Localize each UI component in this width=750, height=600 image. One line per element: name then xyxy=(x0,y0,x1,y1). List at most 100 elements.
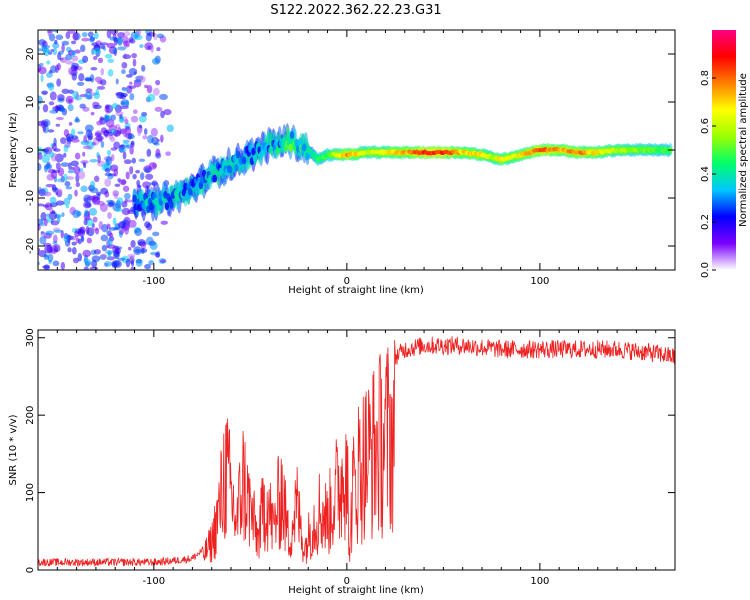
noise-blob xyxy=(113,37,118,46)
noise-blob xyxy=(42,148,50,153)
noise-blob xyxy=(82,249,92,258)
noise-blob xyxy=(58,50,64,55)
noise-blob xyxy=(61,43,65,53)
noise-blob xyxy=(117,31,125,39)
noise-blob xyxy=(47,253,54,263)
noise-blob xyxy=(121,201,128,208)
noise-blob xyxy=(120,179,127,186)
noise-blob xyxy=(52,30,58,33)
noise-blob xyxy=(151,57,160,65)
noise-blob xyxy=(43,264,51,270)
noise-blob xyxy=(38,152,43,160)
noise-blob xyxy=(113,226,121,231)
ridge-blob xyxy=(169,201,174,209)
noise-blob xyxy=(44,244,53,254)
snr-y-tick-label: 300 xyxy=(25,328,36,347)
noise-blob xyxy=(89,266,99,270)
noise-blob xyxy=(140,247,145,255)
noise-blob xyxy=(124,225,129,235)
noise-blob xyxy=(93,104,102,109)
snr-y-tick-label: 100 xyxy=(25,483,36,502)
noise-blob xyxy=(135,170,140,174)
colorbar-label: Normalized spectral amplitude xyxy=(738,73,749,227)
noise-blob xyxy=(99,116,104,121)
noise-blob xyxy=(63,173,68,182)
noise-blob xyxy=(90,111,95,116)
spectrogram-xlabel: Height of straight line (km) xyxy=(288,285,424,296)
ridge-blob xyxy=(209,163,214,172)
ridge-blob xyxy=(212,174,218,183)
noise-blob xyxy=(57,94,65,102)
noise-blob xyxy=(132,58,137,67)
colorbar-ticks: 0.0 0.2 0.4 0.6 0.8 xyxy=(700,70,716,278)
noise-blob xyxy=(38,48,44,52)
noise-blob xyxy=(70,160,79,167)
noise-blob xyxy=(48,211,58,220)
spectrogram-x-tick-label: 0 xyxy=(344,276,350,287)
noise-blob xyxy=(55,123,61,127)
colorbar-gradient xyxy=(712,30,736,270)
noise-blob xyxy=(55,104,59,114)
noise-blob xyxy=(52,260,60,267)
colorbar-tick-label: 0.8 xyxy=(700,70,711,86)
noise-blob xyxy=(74,49,81,54)
noise-blob xyxy=(113,251,120,260)
noise-blob xyxy=(112,245,120,254)
noise-blob xyxy=(85,88,93,94)
noise-blob xyxy=(50,49,55,53)
noise-blob xyxy=(79,103,87,109)
noise-blob xyxy=(74,152,81,160)
noise-blob xyxy=(67,103,74,112)
noise-blob xyxy=(88,207,98,216)
colorbar-tick-label: 0.4 xyxy=(700,166,711,182)
noise-blob xyxy=(105,156,113,166)
noise-blob xyxy=(156,33,164,39)
noise-blob xyxy=(46,71,53,78)
noise-blob xyxy=(75,237,80,244)
noise-blob xyxy=(131,260,135,267)
noise-blob xyxy=(124,126,132,135)
noise-blob xyxy=(47,82,55,91)
noise-blob xyxy=(119,117,125,124)
noise-blob xyxy=(156,47,161,52)
noise-blob xyxy=(131,53,138,59)
ridge-blob xyxy=(235,150,241,159)
noise-blob xyxy=(115,78,119,85)
noise-blob xyxy=(46,213,50,217)
noise-blob xyxy=(148,162,157,170)
snr-series-line xyxy=(38,336,675,568)
noise-blob xyxy=(56,214,61,224)
noise-blob xyxy=(42,125,46,133)
ridge-blob xyxy=(258,150,264,159)
noise-blob xyxy=(107,58,115,63)
noise-blob xyxy=(154,252,160,258)
noise-blob xyxy=(144,84,149,89)
noise-blob xyxy=(80,160,89,165)
noise-blob xyxy=(147,93,156,102)
spectrogram-y-tick-label: 0 xyxy=(25,147,36,153)
noise-blob xyxy=(72,31,79,41)
noise-blob xyxy=(42,204,50,208)
snr-ticks: -100 0 100 0 100 200 300 xyxy=(25,328,676,587)
noise-blob xyxy=(117,46,127,51)
noise-blob xyxy=(117,178,121,182)
noise-blob xyxy=(83,218,88,226)
noise-blob xyxy=(38,120,44,127)
noise-blob xyxy=(89,36,95,43)
noise-blob xyxy=(151,136,159,145)
colorbar: 0.0 0.2 0.4 0.6 0.8 Normalized spectral ampl… xyxy=(700,30,749,278)
spectrogram-y-tick-label: 20 xyxy=(25,48,36,61)
noise-blob xyxy=(68,89,74,94)
noise-blob xyxy=(38,105,41,111)
noise-blob xyxy=(128,219,137,228)
noise-blob xyxy=(43,254,50,260)
noise-blob xyxy=(90,180,96,190)
noise-blob xyxy=(65,176,75,180)
noise-blob xyxy=(42,104,49,113)
noise-blob xyxy=(39,236,47,245)
noise-blob xyxy=(55,34,64,41)
snr-xlabel: Height of straight line (km) xyxy=(288,585,424,596)
noise-blob xyxy=(132,109,138,115)
noise-blob xyxy=(100,68,105,76)
